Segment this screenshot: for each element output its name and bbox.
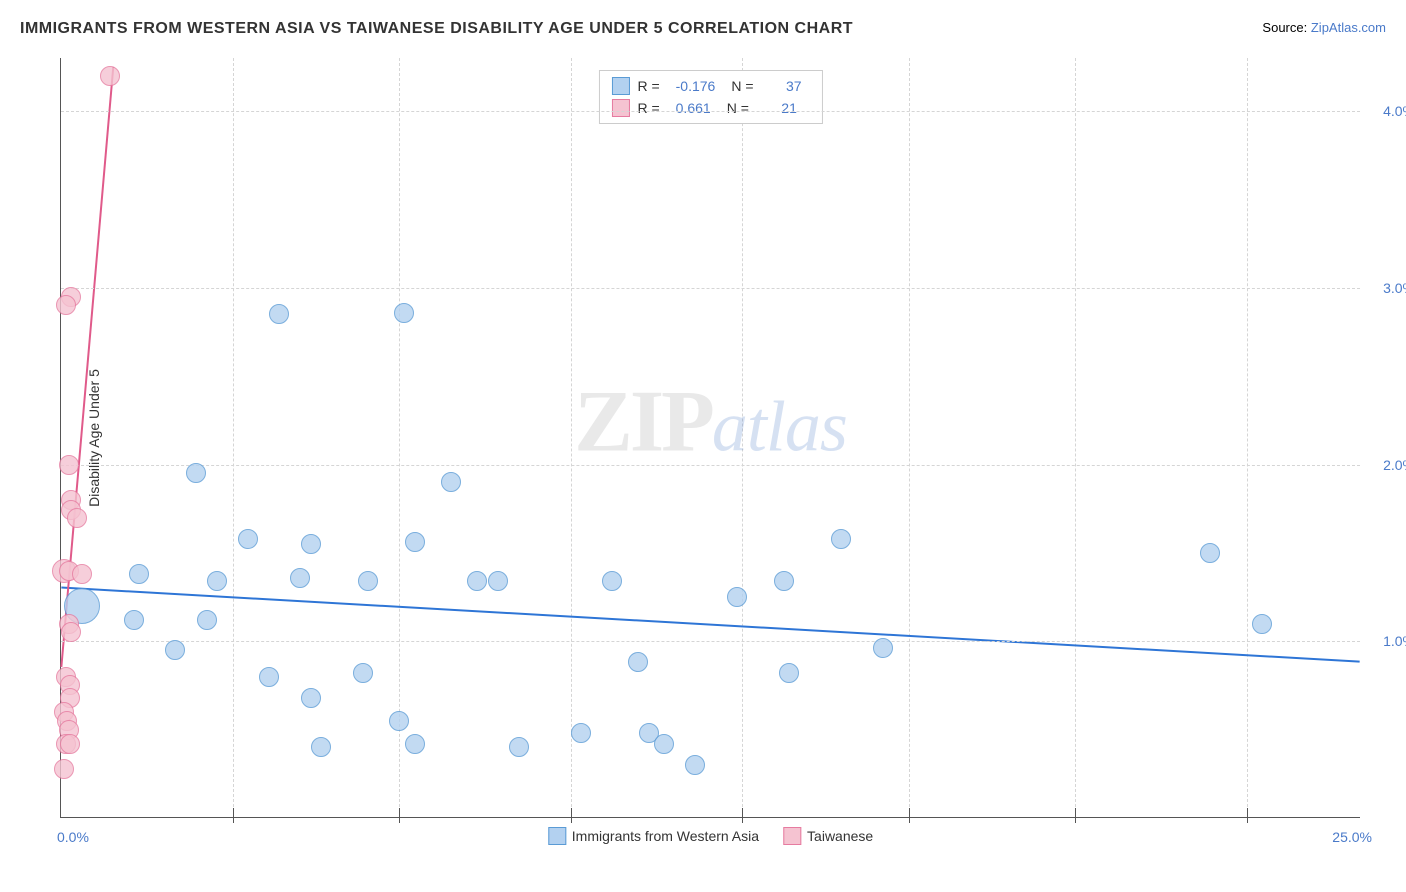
x-tick-mark <box>1075 817 1076 823</box>
data-point[interactable] <box>311 737 331 757</box>
grid-line-v-faint <box>1075 58 1076 817</box>
r-value-series1: -0.176 <box>668 78 724 94</box>
x-tick-mark <box>399 817 400 823</box>
swatch-series1 <box>611 77 629 95</box>
data-point[interactable] <box>774 571 794 591</box>
data-point[interactable] <box>186 463 206 483</box>
legend-swatch-series2 <box>783 827 801 845</box>
x-tick-mark <box>233 817 234 823</box>
trend-line <box>61 588 1359 662</box>
data-point[interactable] <box>165 640 185 660</box>
n-label: N = <box>727 100 749 116</box>
bottom-legend: Immigrants from Western Asia Taiwanese <box>548 827 873 845</box>
data-point[interactable] <box>685 755 705 775</box>
watermark-zip: ZIP <box>574 372 712 473</box>
legend-label-series2: Taiwanese <box>807 828 873 844</box>
data-point[interactable] <box>1200 543 1220 563</box>
data-point[interactable] <box>56 295 76 315</box>
plot-area: Disability Age Under 5 ZIP atlas R = -0.… <box>60 58 1360 818</box>
x-tick-min: 0.0% <box>57 829 89 845</box>
stats-legend-box: R = -0.176 N = 37 R = 0.661 N = 21 <box>598 70 822 124</box>
watermark: ZIP atlas <box>574 372 847 473</box>
data-point[interactable] <box>59 455 79 475</box>
data-point[interactable] <box>602 571 622 591</box>
data-point[interactable] <box>100 66 120 86</box>
data-point[interactable] <box>301 534 321 554</box>
n-value-series2: 21 <box>757 100 805 116</box>
stats-row-series1: R = -0.176 N = 37 <box>611 77 809 95</box>
data-point[interactable] <box>238 529 258 549</box>
data-point[interactable] <box>124 610 144 630</box>
data-point[interactable] <box>405 532 425 552</box>
grid-line-h <box>61 641 1360 642</box>
data-point[interactable] <box>654 734 674 754</box>
data-point[interactable] <box>394 303 414 323</box>
data-point[interactable] <box>727 587 747 607</box>
data-point[interactable] <box>54 759 74 779</box>
data-point[interactable] <box>488 571 508 591</box>
x-tick-mark <box>909 817 910 823</box>
data-point[interactable] <box>873 638 893 658</box>
data-point[interactable] <box>61 622 81 642</box>
legend-label-series1: Immigrants from Western Asia <box>572 828 759 844</box>
data-point[interactable] <box>60 734 80 754</box>
grid-line-h <box>61 465 1360 466</box>
x-tick-mark <box>571 817 572 823</box>
data-point[interactable] <box>67 508 87 528</box>
data-point[interactable] <box>628 652 648 672</box>
grid-line-v-faint <box>1247 58 1248 817</box>
data-point[interactable] <box>358 571 378 591</box>
grid-line-v-faint <box>742 58 743 817</box>
r-label: R = <box>637 100 659 116</box>
chart-title: IMMIGRANTS FROM WESTERN ASIA VS TAIWANES… <box>20 20 853 38</box>
data-point[interactable] <box>1252 614 1272 634</box>
data-point[interactable] <box>129 564 149 584</box>
data-point[interactable] <box>831 529 851 549</box>
swatch-series2 <box>611 99 629 117</box>
data-point[interactable] <box>571 723 591 743</box>
n-value-series1: 37 <box>762 78 810 94</box>
legend-item-series2: Taiwanese <box>783 827 873 845</box>
grid-line-h <box>61 111 1360 112</box>
data-point[interactable] <box>353 663 373 683</box>
data-point[interactable] <box>467 571 487 591</box>
stats-row-series2: R = 0.661 N = 21 <box>611 99 809 117</box>
grid-line-v-faint <box>909 58 910 817</box>
data-point[interactable] <box>779 663 799 683</box>
n-label: N = <box>731 78 753 94</box>
grid-line-v-faint <box>233 58 234 817</box>
data-point[interactable] <box>197 610 217 630</box>
r-value-series2: 0.661 <box>668 100 719 116</box>
legend-item-series1: Immigrants from Western Asia <box>548 827 759 845</box>
y-tick-label: 1.0% <box>1383 633 1406 649</box>
data-point[interactable] <box>207 571 227 591</box>
data-point[interactable] <box>389 711 409 731</box>
y-tick-label: 4.0% <box>1383 103 1406 119</box>
y-axis-title: Disability Age Under 5 <box>86 369 102 507</box>
data-point[interactable] <box>290 568 310 588</box>
data-point[interactable] <box>259 667 279 687</box>
data-point[interactable] <box>301 688 321 708</box>
legend-swatch-series1 <box>548 827 566 845</box>
grid-line-v-faint <box>399 58 400 817</box>
grid-line-h <box>61 288 1360 289</box>
grid-line-v-faint <box>571 58 572 817</box>
data-point[interactable] <box>72 564 92 584</box>
source-link[interactable]: ZipAtlas.com <box>1311 20 1386 35</box>
y-tick-label: 2.0% <box>1383 457 1406 473</box>
watermark-atlas: atlas <box>712 386 847 469</box>
x-tick-max: 25.0% <box>1332 829 1372 845</box>
data-point[interactable] <box>441 472 461 492</box>
data-point[interactable] <box>405 734 425 754</box>
data-point[interactable] <box>509 737 529 757</box>
y-tick-label: 3.0% <box>1383 280 1406 296</box>
source-label: Source: <box>1262 20 1307 35</box>
x-tick-mark <box>1247 817 1248 823</box>
data-point[interactable] <box>269 304 289 324</box>
trend-lines-svg <box>61 58 1360 817</box>
x-tick-mark <box>742 817 743 823</box>
chart-container: IMMIGRANTS FROM WESTERN ASIA VS TAIWANES… <box>0 0 1406 892</box>
source-attribution: Source: ZipAtlas.com <box>1262 20 1386 35</box>
r-label: R = <box>637 78 659 94</box>
